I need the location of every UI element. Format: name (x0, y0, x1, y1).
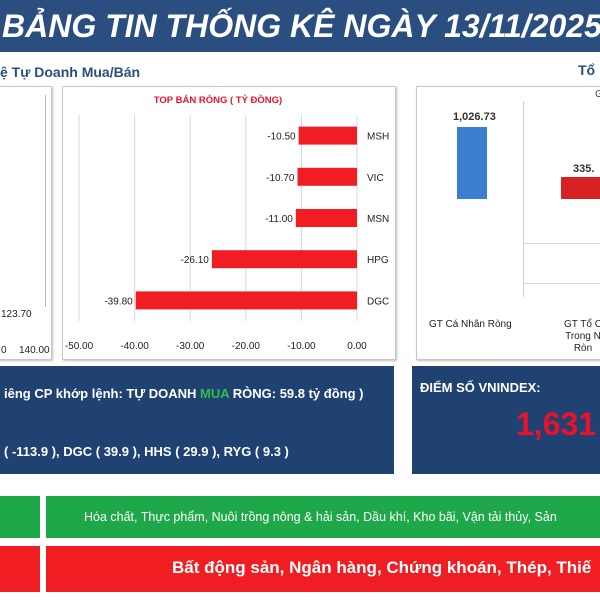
up-sectors-text: Hóa chất, Thực phẩm, Nuôi trồng nông & h… (84, 510, 557, 524)
top-net-sell-chart-panel: TOP BÁN RÒNG ( TỶ ĐỒNG) -50.00 -40.00 -30.0… (62, 86, 396, 360)
category-label: VIC (367, 173, 384, 184)
down-sector-tag (0, 546, 40, 592)
section-title-right: Tổ (578, 62, 596, 78)
category-label-ca-nhan: GT Cá Nhân Ròng (429, 319, 512, 330)
page-title: BẢNG TIN THỐNG KÊ NGÀY 13/11/2025 (2, 8, 600, 44)
right-chart-gridline (523, 243, 600, 244)
summary-suffix: RÒNG: 59.8 tỷ đồng ) (229, 386, 364, 401)
left-partial-value-label: 123.70 (1, 309, 32, 320)
summary-highlight: MUA (200, 386, 230, 401)
top-stocks-list: ( -113.9 ), DGC ( 39.9 ), HHS ( 29.9 ), … (4, 444, 289, 459)
up-sectors-bar: Hóa chất, Thực phẩm, Nuôi trồng nông & h… (46, 496, 600, 538)
data-label: -39.80 (104, 296, 133, 307)
vnindex-label: ĐIỂM SỐ VNINDEX: (420, 380, 541, 395)
data-label: -10.70 (266, 173, 295, 184)
bar-to-chuc (561, 177, 600, 199)
chart-title: TOP BÁN RÒNG ( TỶ ĐỒNG) (154, 94, 282, 106)
up-sector-tag (0, 496, 40, 538)
bar-msn (295, 209, 357, 227)
x-tick-label: -20.00 (232, 341, 261, 352)
bar-hpg (211, 250, 357, 269)
left-partial-gridline (45, 95, 46, 307)
summary-text: iêng CP khớp lệnh: TỰ DOANH (4, 386, 201, 401)
category-label: DGC (367, 296, 389, 307)
category-label: MSN (367, 214, 389, 225)
data-label: -10.50 (267, 132, 296, 143)
value-label-to-chuc: 335. (573, 163, 595, 175)
proprietary-trading-summary: iêng CP khớp lệnh: TỰ DOANH MUA RÒNG: 59… (4, 386, 363, 401)
value-label-ca-nhan: 1,026.73 (453, 111, 496, 123)
vnindex-box: ĐIỂM SỐ VNINDEX: 1,631 (412, 366, 600, 474)
x-tick-label: -10.00 (287, 341, 316, 352)
right-chart-divider (523, 101, 524, 297)
bar-msh (298, 126, 357, 145)
header-banner (0, 0, 600, 52)
x-tick-label: 0.00 (347, 341, 367, 352)
x-tick-label: -50.00 (65, 341, 94, 352)
bar-vic (297, 167, 357, 186)
left-partial-chart: 123.70 0 140.00 (0, 86, 52, 360)
left-partial-tick-1: 140.00 (19, 345, 50, 356)
bar-dgc (135, 291, 357, 310)
down-sectors-bar: Bất động sản, Ngân hàng, Chứng khoán, Th… (46, 546, 600, 592)
proprietary-trading-box: iêng CP khớp lệnh: TỰ DOANH MUA RÒNG: 59… (0, 366, 394, 474)
section-title-left: ệ Tự Doanh Mua/Bán (0, 64, 141, 80)
bar-ca-nhan (457, 127, 487, 199)
category-label: HPG (367, 255, 389, 266)
down-sectors-text: Bất động sản, Ngân hàng, Chứng khoán, Th… (172, 558, 592, 577)
data-label: -11.00 (265, 214, 293, 225)
right-value-chart: G 1,026.73 335. GT Cá Nhân Ròng GT Tổ C … (416, 86, 600, 360)
data-label: -26.10 (181, 255, 210, 266)
vnindex-value: 1,631 (516, 406, 597, 442)
right-chart-subtitle: G (595, 89, 600, 100)
top-net-sell-chart: TOP BÁN RÒNG ( TỶ ĐỒNG) -50.00 -40.00 -30.0… (65, 94, 389, 352)
category-label-to-chuc: GT Tổ C Trong N Ròn (564, 319, 600, 354)
x-tick-label: -40.00 (120, 341, 149, 352)
right-chart-gridline (523, 283, 600, 284)
category-label: MSH (367, 132, 389, 143)
left-partial-tick-0: 0 (1, 345, 7, 356)
x-tick-label: -30.00 (176, 341, 205, 352)
